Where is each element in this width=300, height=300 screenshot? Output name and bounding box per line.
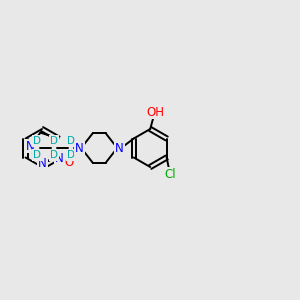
Text: OH: OH <box>146 106 164 118</box>
Text: N: N <box>75 142 84 154</box>
Text: N: N <box>38 157 47 170</box>
Text: O: O <box>64 156 74 169</box>
Text: N: N <box>115 142 124 154</box>
Text: D: D <box>50 150 58 160</box>
Text: N: N <box>55 152 64 165</box>
Text: D: D <box>67 136 75 146</box>
Text: D: D <box>50 136 58 146</box>
Text: D: D <box>67 150 75 160</box>
Text: D: D <box>33 150 41 160</box>
Text: Cl: Cl <box>165 168 176 181</box>
Text: D: D <box>33 136 41 146</box>
Text: N: N <box>26 140 34 152</box>
